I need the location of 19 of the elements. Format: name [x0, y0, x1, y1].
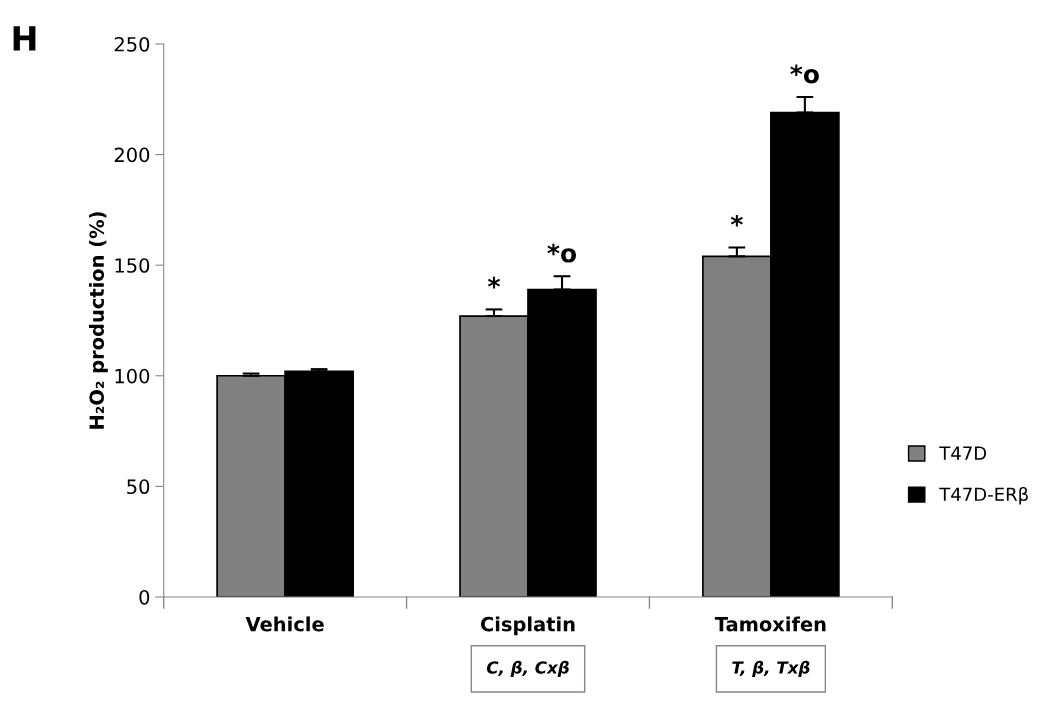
y-tick-label: 150 — [115, 258, 150, 273]
text: T, β, Txβ — [732, 660, 810, 678]
text: H — [13, 26, 36, 51]
y-tick-label: 0 — [139, 589, 150, 605]
legend-label: T47D — [939, 446, 987, 460]
x-tick-label: Cisplatin — [480, 616, 575, 636]
y-tick-label: 50 — [127, 479, 150, 495]
y-axis-title: H₂O₂ production (%) — [89, 212, 108, 429]
text: C, β, Cxβ — [486, 660, 569, 678]
annotation: *o — [547, 243, 577, 263]
y-tick-label: 200 — [114, 147, 150, 163]
annotation: *o — [790, 64, 819, 84]
x-tick-label: Vehicle — [245, 616, 324, 632]
x-tick-label: Tamoxifen — [714, 616, 826, 632]
annotation: * — [730, 214, 743, 227]
y-tick-label: 250 — [114, 36, 150, 52]
y-tick-label: 100 — [115, 368, 150, 384]
legend-label: T47D-ERβ — [939, 487, 1028, 505]
annotation: * — [487, 276, 501, 289]
